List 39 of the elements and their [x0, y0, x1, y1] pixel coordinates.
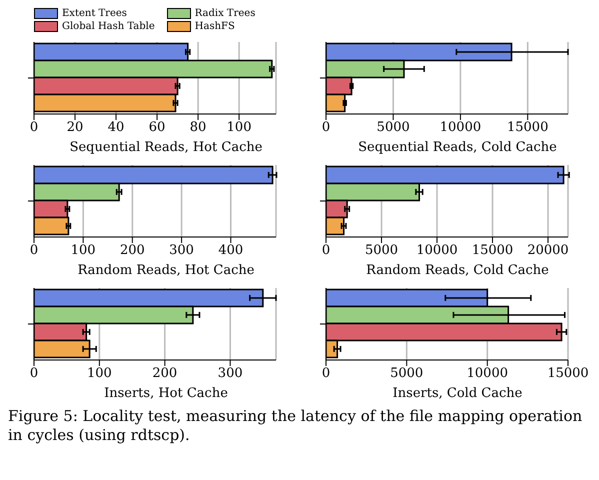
- x-tick-label: 100: [86, 366, 112, 382]
- x-tick-label: 0: [30, 366, 38, 382]
- x-tick-label: 5000: [376, 120, 410, 136]
- x-tick-label: 300: [169, 243, 194, 258]
- x-axis-title: Inserts, Cold Cache: [392, 386, 524, 401]
- x-tick-label: 0: [321, 120, 330, 136]
- legend-label: Extent Trees: [62, 8, 127, 19]
- x-tick-label: 20: [66, 120, 84, 136]
- legend-label: Radix Trees: [194, 8, 256, 19]
- x-tick-label: 15000: [506, 120, 548, 136]
- x-axis-title: Sequential Reads, Cold Cache: [357, 140, 558, 155]
- x-tick-label: 60: [148, 120, 166, 136]
- x-tick-label: 5000: [390, 366, 423, 382]
- x-axis-title: Sequential Reads, Hot Cache: [68, 140, 264, 155]
- x-tick-label: 20000: [526, 243, 568, 258]
- x-tick-label: 10000: [439, 120, 481, 136]
- x-tick-label: 200: [120, 243, 145, 258]
- x-tick-label: 400: [218, 243, 244, 258]
- x-tick-label: 300: [218, 366, 243, 382]
- x-tick-label: 0: [321, 243, 330, 258]
- x-axis-title: Random Reads, Cold Cache: [365, 263, 550, 278]
- x-tick-label: 200: [152, 366, 178, 382]
- x-tick-label: 40: [108, 120, 124, 136]
- x-tick-label: 15000: [546, 366, 588, 382]
- x-tick-label: 15000: [471, 243, 513, 258]
- x-tick-label: 80: [190, 120, 206, 136]
- x-tick-label: 0: [30, 243, 38, 258]
- x-tick-label: 100: [226, 120, 252, 136]
- x-tick-label: 5000: [364, 243, 398, 258]
- x-tick-label: 0: [30, 120, 38, 136]
- x-axis-title: Inserts, Hot Cache: [103, 386, 229, 401]
- x-axis-title: Random Reads, Hot Cache: [76, 263, 256, 278]
- x-tick-label: 10000: [466, 366, 508, 382]
- x-tick-label: 0: [321, 366, 330, 382]
- caption: Figure 5: Locality test, measuring the latency of the file mapping operation in cycles (using rdtscp).: [8, 407, 584, 444]
- legend-label: Global Hash Table: [62, 21, 155, 32]
- legend-label: HashFS: [194, 21, 235, 32]
- x-tick-label: 100: [70, 243, 96, 258]
- x-tick-label: 10000: [416, 243, 458, 258]
